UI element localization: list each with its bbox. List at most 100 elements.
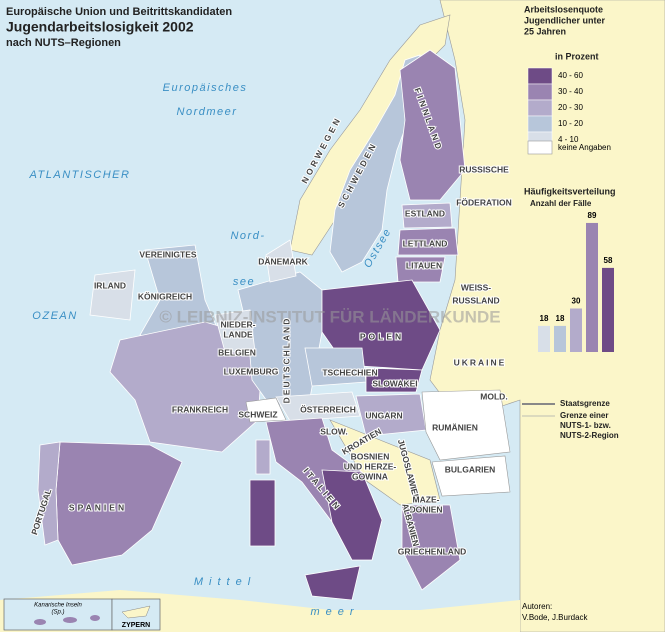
island xyxy=(34,619,46,625)
country-label: KÖNIGREICH xyxy=(138,291,192,301)
country-label: IRLAND xyxy=(94,280,126,290)
subtitle: nach NUTS–Regionen xyxy=(6,37,121,49)
legend-swatch xyxy=(527,99,553,117)
country-label: VEREINIGTES xyxy=(139,249,196,259)
country-label: POLEN xyxy=(360,331,404,341)
legend-heading: Jugendlicher unter xyxy=(524,15,606,25)
histogram-title: Häufigkeitsverteilung xyxy=(524,186,616,196)
east-land xyxy=(429,0,665,633)
country-label: GRIECHENLAND xyxy=(398,546,466,556)
histogram-value: 89 xyxy=(588,211,597,220)
sea-label: see xyxy=(233,276,255,288)
country-label: RUMÄNIEN xyxy=(432,422,478,432)
histogram-subtitle: Anzahl der Fälle xyxy=(530,199,592,208)
country-label: LUXEMBURG xyxy=(224,366,279,376)
sea-label: meer xyxy=(310,606,359,618)
country-label: LETTLAND xyxy=(403,238,448,248)
estonia xyxy=(401,202,453,229)
legend-label: Staatsgrenze xyxy=(560,399,610,408)
legend-swatch xyxy=(527,140,553,155)
legend-label: 30 - 40 xyxy=(558,87,583,96)
country-label: UND HERZE- xyxy=(344,461,397,471)
finland xyxy=(399,49,466,201)
slovakia xyxy=(365,367,423,393)
legend-heading: Arbeitslosenquote xyxy=(524,4,603,14)
legend-label: 20 - 30 xyxy=(558,103,583,112)
country-label: SCHWEIZ xyxy=(238,409,277,419)
histogram-bar xyxy=(554,325,566,352)
country-label: ESTLAND xyxy=(405,208,445,218)
authors: V.Bode, J.Burdack xyxy=(522,613,589,622)
country-label: BELGIEN xyxy=(218,347,256,357)
sea-label: Nordmeer xyxy=(177,106,238,118)
benelux xyxy=(214,309,256,353)
title: Europäische Union und Beitrittskandidate… xyxy=(6,6,232,18)
bulgaria xyxy=(431,455,511,497)
country-label: NIEDER- xyxy=(221,319,256,329)
country-label: FRANKREICH xyxy=(172,404,228,414)
country-label: DEUTSCHLAND xyxy=(281,317,291,404)
legend-swatch xyxy=(527,115,553,133)
country-label: RUSSLAND xyxy=(452,295,499,305)
sea-label: OZEAN xyxy=(32,310,77,322)
sicily xyxy=(304,565,361,601)
sea-label: Nord- xyxy=(230,230,265,242)
histogram-value: 30 xyxy=(572,297,581,306)
denmark xyxy=(265,239,297,283)
legend-label: keine Angaben xyxy=(558,143,611,152)
country-label: GOWINA xyxy=(352,471,388,481)
country-label: FÖDERATION xyxy=(456,197,512,207)
legend-heading: 25 Jahren xyxy=(524,26,566,36)
country-label: SPANIEN xyxy=(69,502,127,512)
country-label: BOSNIEN xyxy=(351,451,390,461)
legend-unit: in Prozent xyxy=(555,51,599,61)
country-label: SLOWAKEI xyxy=(372,378,417,388)
lithuania xyxy=(395,256,446,283)
country-label: DÄNEMARK xyxy=(258,256,308,266)
country-label: DONIEN xyxy=(409,504,442,514)
histogram-bar xyxy=(586,222,598,352)
country-label: ÖSTERREICH xyxy=(300,404,356,414)
legend-label: NUTS-2-Region xyxy=(560,431,619,440)
island xyxy=(90,615,100,621)
switzerland xyxy=(245,397,287,423)
inset-label: ZYPERN xyxy=(122,622,150,629)
watermark: © LEIBNIZ-INSTITUT FÜR LÄNDERKUNDE xyxy=(159,307,500,326)
sea-label: Mittel xyxy=(194,576,256,588)
cyprus xyxy=(121,605,151,619)
authors: Autoren: xyxy=(522,602,552,611)
austria xyxy=(275,391,361,422)
legend-label: Grenze einer xyxy=(560,411,608,420)
histogram-value: 18 xyxy=(556,314,565,323)
inset-label: (Sp.) xyxy=(51,610,64,616)
sea-label: Europäisches xyxy=(163,82,248,94)
title: Jugendarbeitslosigkeit 2002 xyxy=(6,19,194,35)
greece xyxy=(401,504,461,591)
country-label: UNGARN xyxy=(365,410,402,420)
country-label: RUSSISCHE xyxy=(459,164,509,174)
histogram-value: 58 xyxy=(604,256,613,265)
corsica xyxy=(255,439,271,475)
histogram-bar xyxy=(570,308,582,352)
inset-canary xyxy=(3,598,113,631)
legend-label: 40 - 60 xyxy=(558,71,583,80)
romania xyxy=(421,389,511,461)
legend-label: 10 - 20 xyxy=(558,119,583,128)
inset-label: Kanarische Inseln xyxy=(34,603,82,609)
country-label: MAZE- xyxy=(413,494,440,504)
country-label: UKRAINE xyxy=(454,357,507,367)
histogram: 18 18 30 89 58 xyxy=(538,211,614,352)
ireland xyxy=(89,269,136,321)
country-label: WEISS- xyxy=(461,282,491,292)
country-label: SLOW. xyxy=(320,426,347,436)
sardinia xyxy=(249,479,276,547)
histogram-bar xyxy=(538,325,550,352)
histogram-value: 18 xyxy=(540,314,549,323)
country-label: LITAUEN xyxy=(406,260,442,270)
portugal xyxy=(37,441,61,546)
island xyxy=(63,617,77,623)
legend-swatch xyxy=(527,83,553,101)
country-label: MOLD. xyxy=(480,391,507,401)
latvia xyxy=(397,227,459,256)
